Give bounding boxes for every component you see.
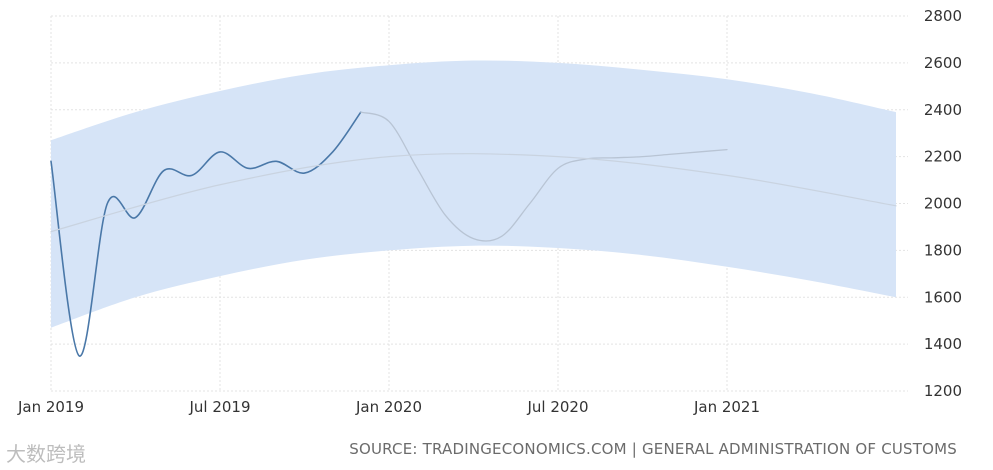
forecast-series-line [360,111,728,242]
x-tick-label: Jul 2020 [526,398,588,416]
x-tick-label: Jan 2021 [693,398,760,416]
y-tick-label: 1800 [924,241,962,259]
actual-series-line [50,111,362,357]
y-tick-label: 2600 [924,54,962,72]
x-tick-label: Jan 2019 [17,398,84,416]
series-lines [50,111,897,357]
source-caption: SOURCE: TRADINGECONOMICS.COM | GENERAL A… [349,440,957,458]
y-tick-label: 2200 [924,148,962,166]
y-tick-label: 2000 [924,195,962,213]
confidence-band-layer [51,60,896,328]
y-tick-label: 1400 [924,335,962,353]
confidence-band [51,60,896,328]
axis-labels: 1200 1400 1600 1800 2000 2200 2400 2600 2800 Jan … [17,7,962,416]
watermark-logo: 大数跨境 [6,442,86,466]
y-tick-label: 1600 [924,288,962,306]
y-tick-label: 2800 [924,7,962,25]
y-tick-label: 1200 [924,382,962,400]
trend-series-line [50,153,897,233]
x-tick-label: Jul 2019 [188,398,250,416]
y-tick-label: 2400 [924,101,962,119]
x-tick-label: Jan 2020 [355,398,422,416]
